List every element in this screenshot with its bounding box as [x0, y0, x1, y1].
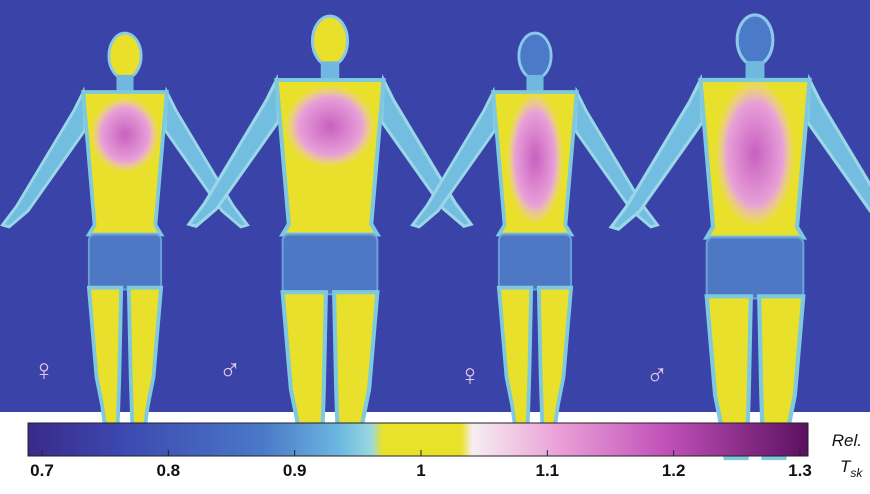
warm-area — [715, 80, 795, 227]
leg — [499, 288, 531, 434]
warm-area — [285, 85, 376, 167]
shorts — [89, 235, 161, 290]
leg — [129, 288, 161, 434]
tick-label: 0.9 — [283, 461, 307, 480]
warm-area — [91, 97, 159, 173]
colorbar-label: Rel. — [832, 431, 862, 450]
head — [519, 33, 551, 79]
leg — [539, 288, 571, 434]
tick-label: 1.3 — [788, 461, 812, 480]
tick-label: 1 — [416, 461, 425, 480]
figure: ♀ ♂ ♀ ♂ 0.7 0.8 0.9 1 1.1 1.2 1.3 Rel. Tsk — [0, 0, 870, 494]
tick-label: 0.8 — [157, 461, 181, 480]
colorbar-symbol: Tsk — [840, 457, 863, 480]
tick-label: 1.1 — [536, 461, 560, 480]
shorts — [707, 238, 804, 299]
sex-symbol: ♂ — [646, 359, 669, 392]
head — [737, 15, 773, 65]
leg — [89, 288, 121, 434]
tick-label: 0.7 — [30, 461, 54, 480]
subscript: sk — [850, 466, 863, 480]
head — [312, 16, 347, 65]
sex-symbol: ♂ — [219, 354, 242, 387]
head — [109, 33, 141, 79]
colorbar — [28, 423, 808, 456]
tick-label: 1.2 — [662, 461, 686, 480]
page: ♀♂♀♂ 0.70.80.911.11.21.3 Rel. Tsk (() =>… — [0, 0, 870, 494]
shorts — [499, 235, 571, 290]
shorts — [283, 235, 378, 295]
sex-symbol: ♀ — [33, 354, 56, 387]
warm-area — [507, 92, 564, 225]
sex-symbol: ♀ — [459, 359, 482, 392]
